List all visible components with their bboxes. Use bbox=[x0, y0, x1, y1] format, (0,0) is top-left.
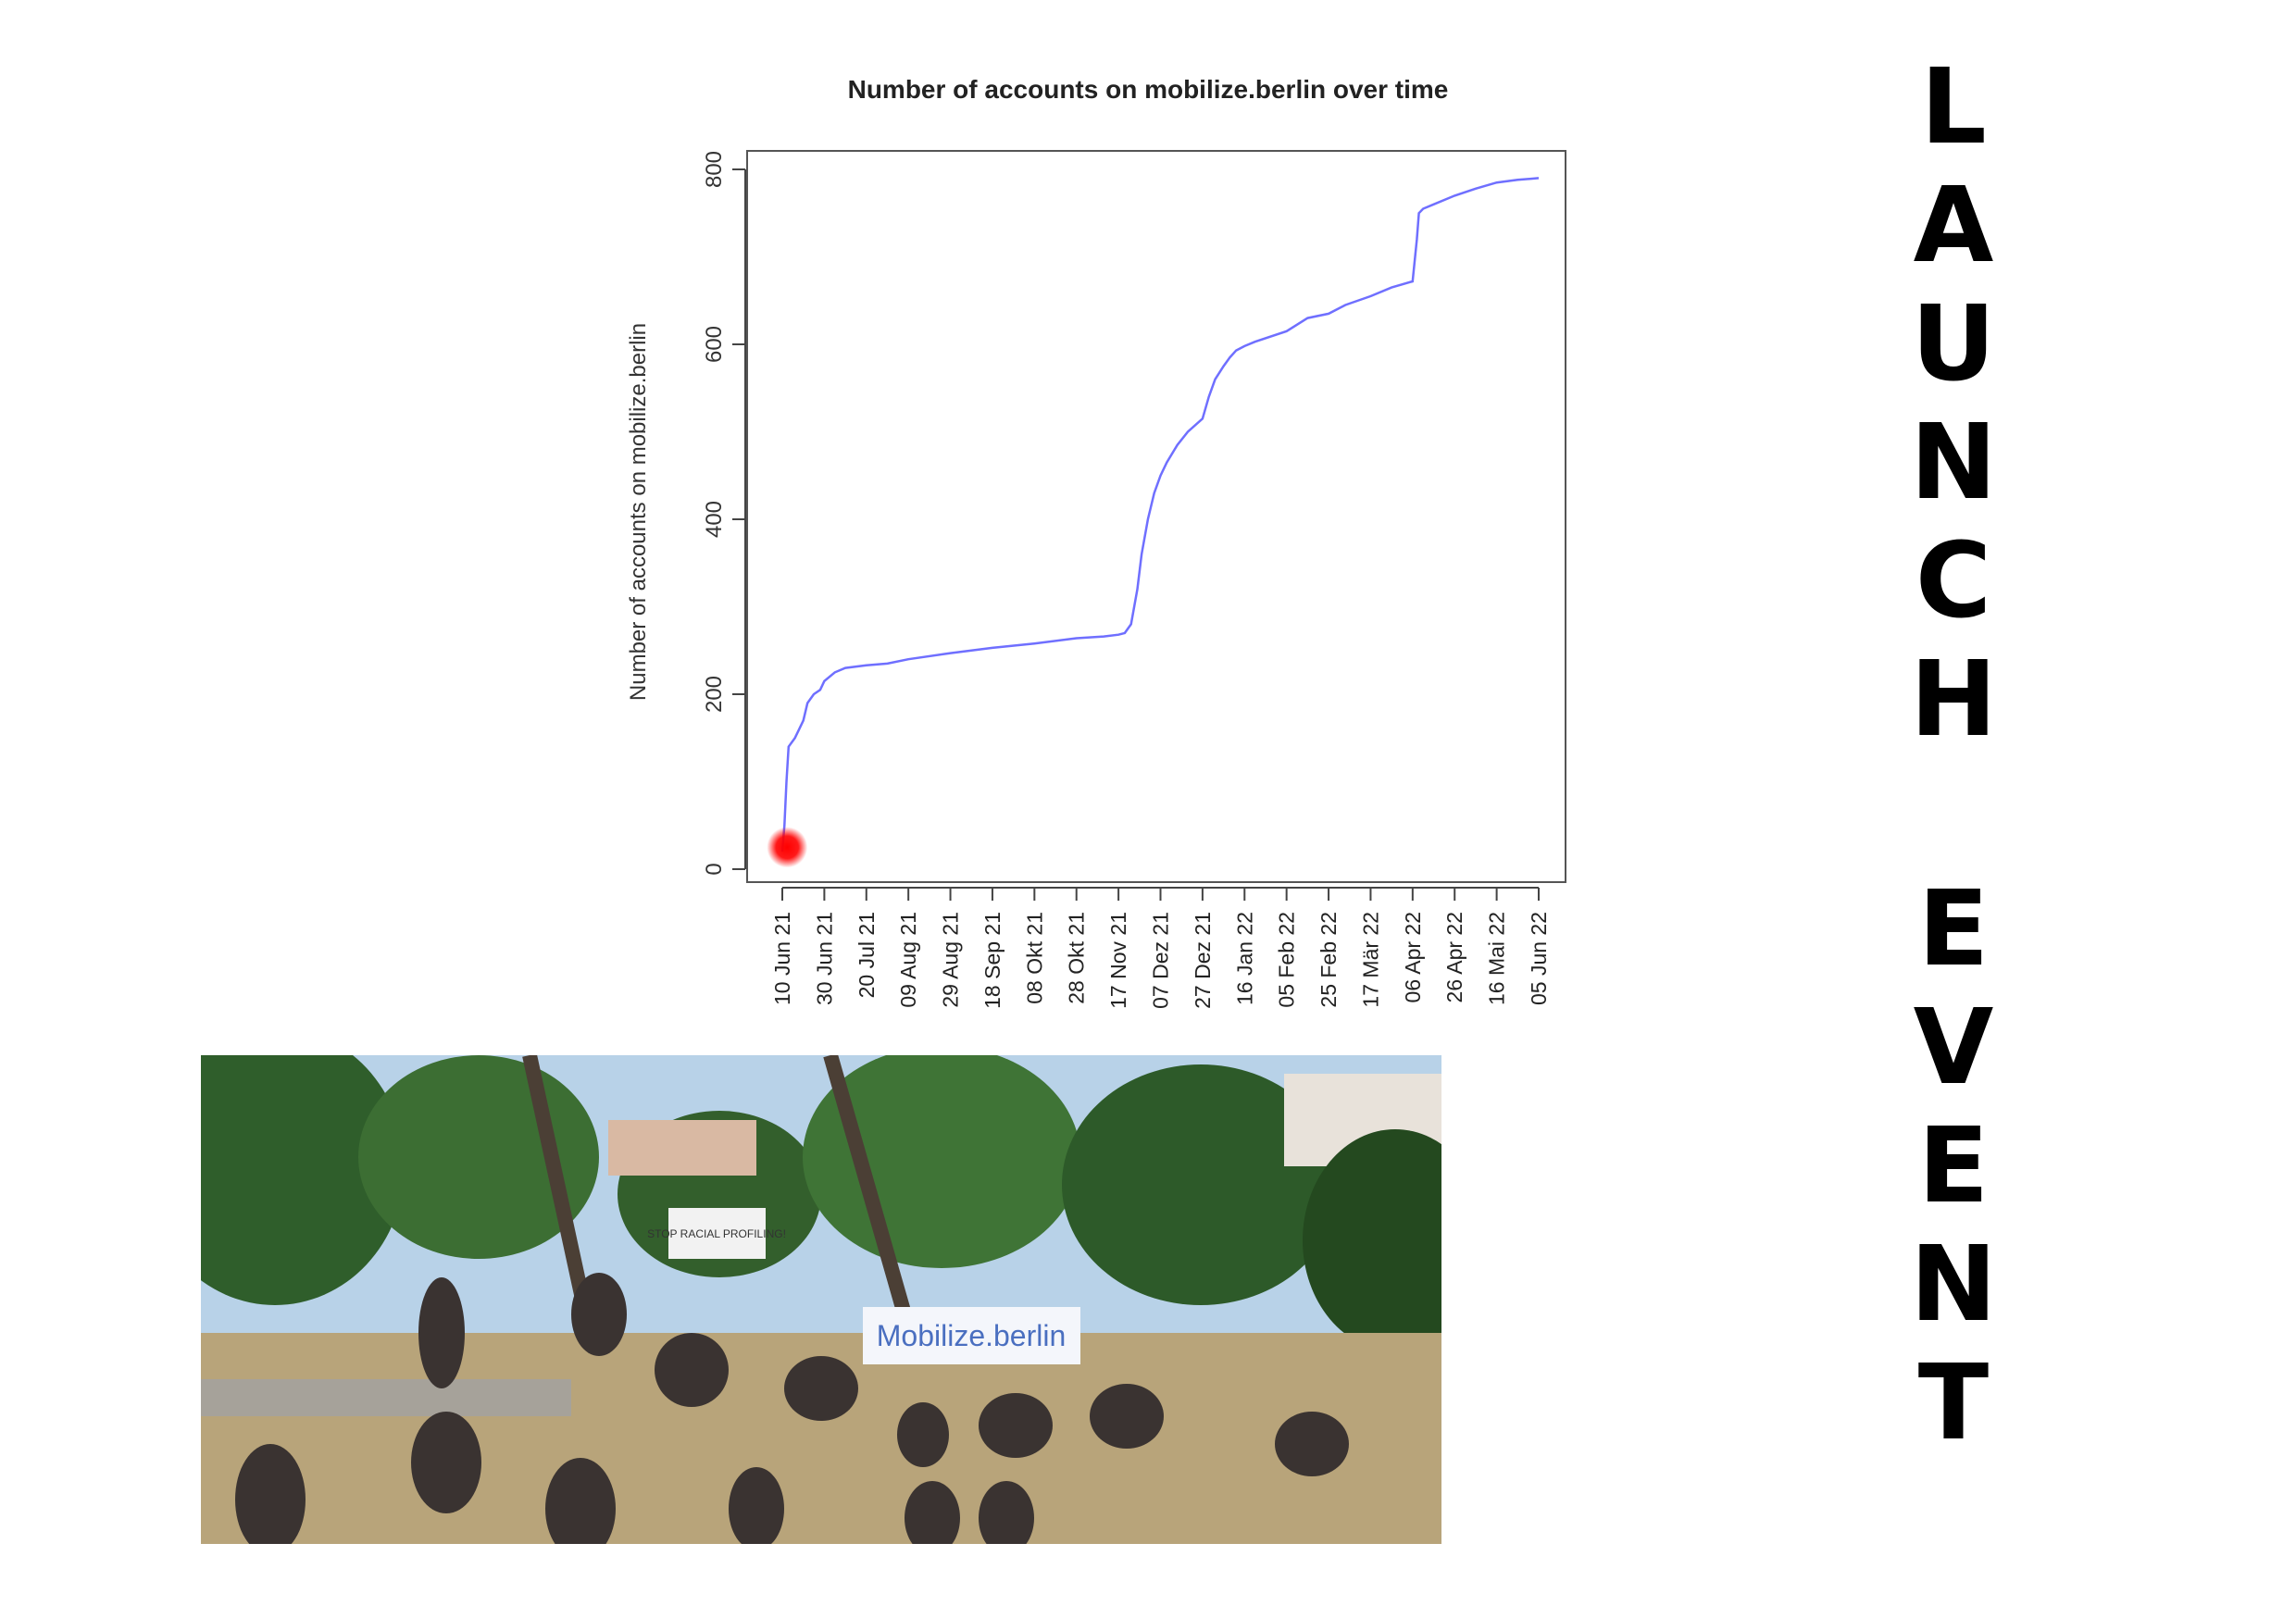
x-tick-label: 16 Mai 22 bbox=[1485, 912, 1509, 1005]
photo-crowd bbox=[235, 1273, 1349, 1544]
x-tick-label: 29 Aug 21 bbox=[939, 912, 963, 1008]
side-title-gap bbox=[1889, 766, 2018, 877]
side-title-letter: N bbox=[1910, 1225, 1997, 1345]
y-tick-label: 400 bbox=[702, 501, 727, 538]
series-line-accounts bbox=[780, 177, 1540, 853]
x-tick-label: 10 Jun 21 bbox=[770, 912, 794, 1005]
y-tick-label: 800 bbox=[702, 151, 727, 188]
photo-banner-mobilize bbox=[863, 1307, 1080, 1364]
side-title-letter: C bbox=[1915, 521, 1992, 641]
x-tick-label: 20 Jul 21 bbox=[855, 912, 879, 998]
photo-path bbox=[201, 1379, 571, 1416]
y-axis: 0 200 400 600 800 bbox=[702, 151, 746, 876]
x-tick-label: 26 Apr 22 bbox=[1442, 912, 1466, 1002]
photo-tree bbox=[1303, 1129, 1441, 1351]
side-title-letter: E bbox=[1917, 1106, 1990, 1226]
photo-banner-stop-racial-profiling bbox=[668, 1208, 766, 1259]
side-title-letter: H bbox=[1910, 640, 1997, 760]
y-tick-label: 600 bbox=[702, 326, 727, 363]
side-title-letter: T bbox=[1917, 1343, 1990, 1463]
x-tick-label: 08 Okt 21 bbox=[1022, 912, 1046, 1004]
side-title-letter: N bbox=[1910, 403, 1997, 523]
launch-event-photo: STOP RACIAL PROFILING! Mobilize.berlin bbox=[201, 1055, 1441, 1544]
x-axis: 10 Jun 21 30 Jun 21 20 Jul 21 09 Aug 21 29 A… bbox=[770, 887, 1551, 1009]
x-tick-label: 17 Mär 22 bbox=[1358, 912, 1382, 1008]
x-tick-label: 30 Jun 21 bbox=[812, 912, 836, 1005]
chart-title: Number of accounts on mobilize.berlin ov… bbox=[848, 75, 1449, 104]
side-title-letter: V bbox=[1913, 988, 1994, 1108]
y-axis-label: Number of accounts on mobilize.berlin bbox=[626, 323, 651, 701]
photo-tree bbox=[201, 1055, 405, 1305]
x-tick-label: 28 Okt 21 bbox=[1065, 912, 1089, 1004]
photo-pole bbox=[823, 1055, 912, 1317]
x-tick-label: 27 Dez 21 bbox=[1191, 912, 1215, 1009]
x-tick-label: 05 Jun 22 bbox=[1527, 912, 1551, 1005]
side-title-letter: L bbox=[1920, 47, 1987, 168]
x-tick-label: 09 Aug 21 bbox=[896, 912, 920, 1008]
red-marker-dot bbox=[767, 827, 808, 868]
plot-area-frame bbox=[746, 150, 1566, 883]
photo-banner-mobilize-text: Mobilize.berlin bbox=[877, 1319, 1067, 1352]
photo-banner-stop-text: STOP RACIAL PROFILING! bbox=[647, 1227, 786, 1240]
x-tick-label: 16 Jan 22 bbox=[1232, 912, 1256, 1005]
photo-tree bbox=[1062, 1064, 1340, 1305]
x-tick-label: 18 Sep 21 bbox=[980, 912, 1004, 1009]
x-tick-label: 05 Feb 22 bbox=[1275, 912, 1299, 1008]
y-tick-label: 200 bbox=[702, 676, 727, 713]
x-tick-label: 06 Apr 22 bbox=[1401, 912, 1425, 1002]
x-tick-label: 25 Feb 22 bbox=[1316, 912, 1341, 1008]
x-tick-label: 07 Dez 21 bbox=[1149, 912, 1173, 1009]
side-title-letter: A bbox=[1913, 166, 1994, 286]
side-title-letter: U bbox=[1911, 284, 1996, 404]
photo-building bbox=[608, 1120, 756, 1176]
x-tick-label: 17 Nov 21 bbox=[1106, 912, 1130, 1009]
side-title-letter: E bbox=[1917, 869, 1990, 989]
y-tick-label: 0 bbox=[702, 863, 727, 875]
